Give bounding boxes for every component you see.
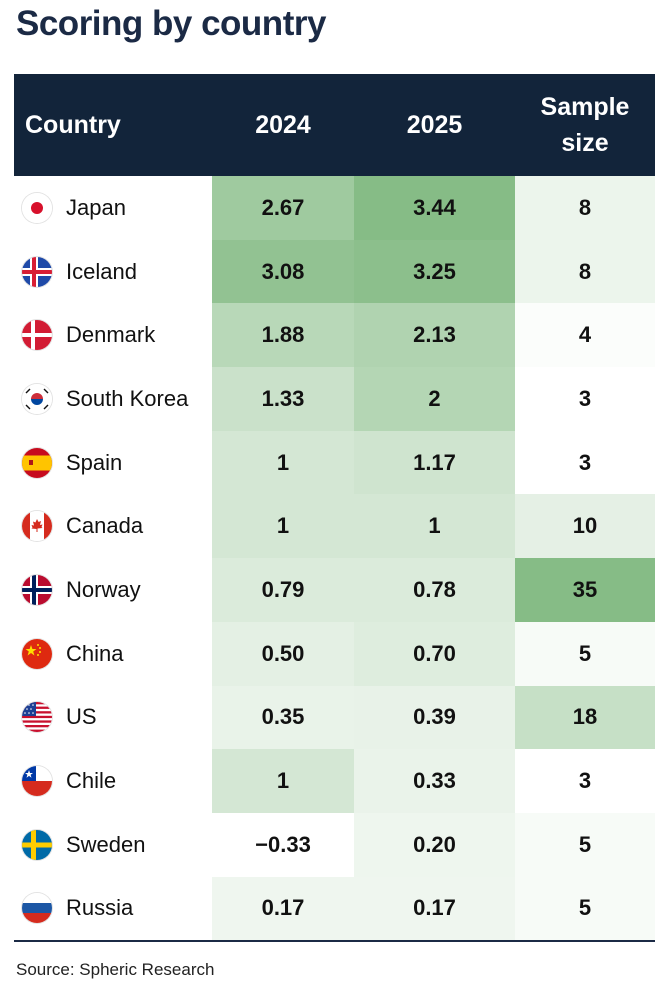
score-2025-cell: 0.20 xyxy=(354,812,515,877)
country-cell: Russia xyxy=(14,877,212,941)
chile-flag-icon xyxy=(22,766,52,797)
scoring-table: Country 2024 2025 Sample size Japan 2.67 3… xyxy=(14,74,655,941)
table-row: China 0.50 0.70 5 xyxy=(14,621,655,686)
sample-size-cell: 8 xyxy=(515,239,655,304)
score-2024-cell: 0.17 xyxy=(212,876,354,941)
bottom-rule xyxy=(14,940,655,942)
country-name: Sweden xyxy=(66,831,146,857)
score-2024-cell: 0.50 xyxy=(212,621,354,686)
sample-size-cell: 3 xyxy=(515,430,655,495)
score-2025-cell: 3.25 xyxy=(354,239,515,304)
header-2024: 2024 xyxy=(255,111,311,139)
country-cell: Iceland xyxy=(14,240,212,304)
country-cell: Norway xyxy=(14,558,212,622)
score-2025-cell: 2.13 xyxy=(354,303,515,368)
score-2024-cell: 0.79 xyxy=(212,558,354,622)
country-name: Chile xyxy=(66,768,117,794)
country-name: Japan xyxy=(66,194,126,220)
country-name: China xyxy=(66,640,124,666)
sweden-flag-icon xyxy=(22,829,52,860)
table-row: Sweden −0.33 0.20 5 xyxy=(14,812,655,877)
score-2024-cell: 2.67 xyxy=(212,176,354,240)
iceland-flag-icon xyxy=(22,256,52,287)
table-row: Iceland 3.08 3.25 8 xyxy=(14,239,655,304)
score-2025-cell: 0.39 xyxy=(354,685,515,750)
score-2025-cell: 2 xyxy=(354,367,515,431)
sample-size-cell: 8 xyxy=(515,176,655,240)
spain-flag-icon xyxy=(22,447,52,478)
country-name: Norway xyxy=(66,576,141,602)
country-cell: China xyxy=(14,622,212,686)
score-2025-cell: 0.78 xyxy=(354,558,515,622)
header-sample-size-label: Sample size xyxy=(540,93,630,157)
country-cell: Spain xyxy=(14,431,212,495)
norway-flag-icon xyxy=(22,574,52,605)
country-cell: South Korea xyxy=(14,367,212,431)
country-cell: Canada xyxy=(14,494,212,558)
country-cell: US xyxy=(14,686,212,750)
score-2024-cell: 3.08 xyxy=(212,239,354,304)
canada-flag-icon xyxy=(22,511,52,542)
japan-flag-icon xyxy=(22,192,52,223)
sample-size-cell: 18 xyxy=(515,685,655,750)
country-name: Canada xyxy=(66,513,144,539)
header-sample-size: Sample size xyxy=(515,74,655,176)
score-2025-cell: 3.44 xyxy=(354,176,515,240)
table-row: Norway 0.79 0.78 35 xyxy=(14,558,655,622)
table-row: US 0.35 0.39 18 xyxy=(14,685,655,750)
score-2024-cell: 0.35 xyxy=(212,685,354,750)
table-row: South Korea 1.33 2 3 xyxy=(14,367,655,431)
sample-size-cell: 4 xyxy=(515,303,655,368)
table-row: Russia 0.17 0.17 5 xyxy=(14,876,655,941)
country-cell: Sweden xyxy=(14,813,212,877)
table-row: Japan 2.67 3.44 8 xyxy=(14,176,655,240)
table-header-row: Country 2024 2025 Sample size xyxy=(14,74,655,176)
china-flag-icon xyxy=(22,638,52,669)
table-row: Spain 1 1.17 3 xyxy=(14,430,655,495)
score-2025-cell: 0.70 xyxy=(354,621,515,686)
country-name: Russia xyxy=(66,895,134,921)
score-2025-cell: 1.17 xyxy=(354,430,515,495)
country-name: Iceland xyxy=(66,258,137,284)
sample-size-cell: 3 xyxy=(515,367,655,431)
south-korea-flag-icon xyxy=(22,383,52,414)
country-cell: Denmark xyxy=(14,303,212,367)
score-2025-cell: 1 xyxy=(354,494,515,559)
sample-size-cell: 5 xyxy=(515,812,655,877)
country-cell: Japan xyxy=(14,176,212,240)
score-2025-cell: 0.17 xyxy=(354,876,515,941)
sample-size-cell: 3 xyxy=(515,749,655,813)
sample-size-cell: 10 xyxy=(515,494,655,559)
sample-size-cell: 35 xyxy=(515,558,655,622)
score-2024-cell: 1 xyxy=(212,430,354,495)
country-name: Spain xyxy=(66,449,123,475)
country-cell: Chile xyxy=(14,749,212,813)
source-note: Source: Spheric Research xyxy=(16,960,215,979)
score-2024-cell: 1 xyxy=(212,749,354,813)
score-2025-cell: 0.33 xyxy=(354,749,515,813)
table-row: Canada 1 1 10 xyxy=(14,494,655,559)
sample-size-cell: 5 xyxy=(515,876,655,941)
country-name: Denmark xyxy=(66,322,156,348)
country-name: South Korea xyxy=(66,385,189,411)
table-row: Denmark 1.88 2.13 4 xyxy=(14,303,655,368)
header-2025: 2025 xyxy=(406,111,463,139)
table-body: Japan 2.67 3.44 8 Iceland 3.08 3.25 8 Denmark 1.8… xyxy=(14,176,655,941)
page-title: Scoring by country xyxy=(16,4,326,43)
sample-size-cell: 5 xyxy=(515,621,655,686)
header-country: Country xyxy=(25,111,121,139)
table-row: Chile 1 0.33 3 xyxy=(14,749,655,813)
score-2024-cell: −0.33 xyxy=(212,812,354,877)
score-2024-cell: 1 xyxy=(212,494,354,559)
score-2024-cell: 1.33 xyxy=(212,367,354,431)
us-flag-icon xyxy=(22,702,52,733)
score-2024-cell: 1.88 xyxy=(212,303,354,368)
denmark-flag-icon xyxy=(22,320,52,351)
russia-flag-icon xyxy=(22,893,52,924)
country-name: US xyxy=(66,704,97,730)
